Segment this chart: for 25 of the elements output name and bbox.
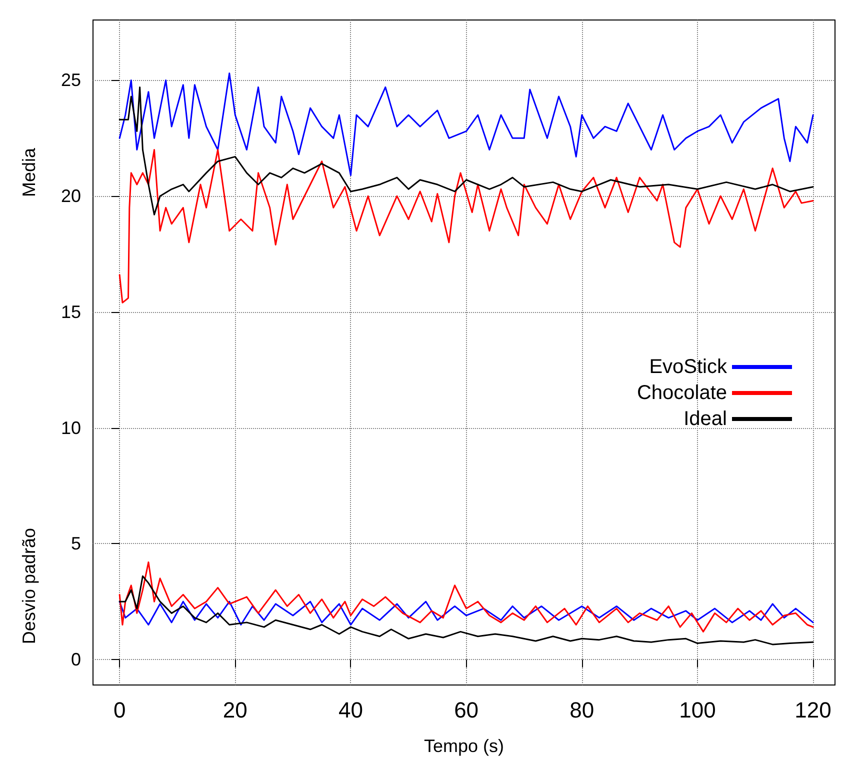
y-tick-label: 5 — [70, 534, 81, 554]
x-tick-label: 60 — [454, 698, 479, 722]
y-tick-label: 20 — [60, 186, 81, 206]
line-series — [118, 149, 814, 304]
y-tick-label: 25 — [60, 70, 81, 90]
legend-label: Ideal — [684, 408, 727, 430]
text: Desvio padrão — [19, 528, 39, 644]
x-tick-label: 0 — [113, 698, 126, 722]
legend-label: EvoStick — [649, 356, 728, 378]
line-series — [118, 86, 814, 216]
y-tick-label: 0 — [70, 650, 81, 670]
x-tick-label: 20 — [222, 698, 248, 722]
line-series — [118, 72, 814, 176]
y-axis-title: Media — [19, 147, 39, 198]
y-tick-label: 10 — [60, 418, 81, 438]
legend-label: Chocolate — [636, 382, 727, 404]
x-tick-label: 40 — [338, 698, 363, 722]
line-series — [118, 600, 814, 626]
x-tick-label: 100 — [679, 698, 716, 722]
x-tick-label: 120 — [794, 698, 832, 722]
y-tick-label: 15 — [60, 302, 81, 322]
line-series — [118, 575, 814, 646]
x-axis-title: Tempo (s) — [424, 736, 504, 756]
x-tick-label: 80 — [570, 698, 594, 722]
line-series — [118, 561, 814, 632]
